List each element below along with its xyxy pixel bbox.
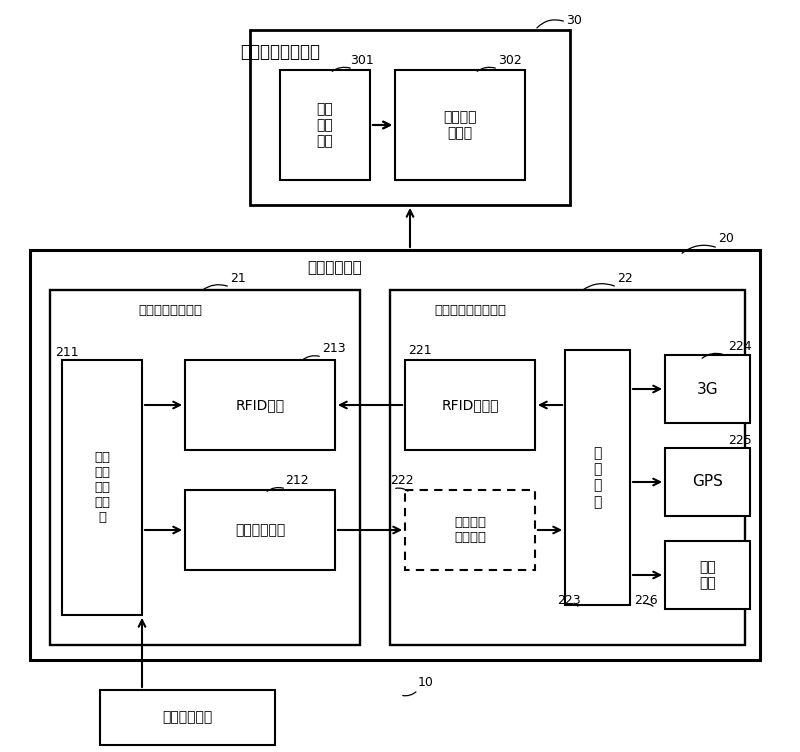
Bar — [50, 290, 360, 645]
Text: 223: 223 — [557, 593, 581, 607]
Bar — [250, 30, 570, 205]
Bar — [62, 360, 142, 615]
Bar — [100, 690, 275, 745]
Text: 20: 20 — [718, 232, 734, 244]
Text: 221: 221 — [408, 344, 432, 356]
Text: RFID标签: RFID标签 — [235, 398, 285, 412]
Text: 上位实时监控平台: 上位实时监控平台 — [240, 43, 320, 61]
Text: 302: 302 — [498, 53, 522, 66]
Text: 3G: 3G — [697, 381, 718, 396]
Text: 22: 22 — [617, 271, 633, 284]
Text: 222: 222 — [390, 474, 414, 487]
Bar — [280, 70, 370, 180]
Text: 无线传输
主控模块: 无线传输 主控模块 — [454, 516, 486, 544]
Bar — [185, 360, 335, 450]
Bar — [405, 360, 535, 450]
Bar — [390, 290, 745, 645]
Text: 服务
器数
据库: 服务 器数 据库 — [317, 102, 334, 148]
Text: 温度
传感
器采
集模
块: 温度 传感 器采 集模 块 — [94, 451, 110, 524]
Text: 225: 225 — [728, 433, 752, 447]
Text: RFID读写器: RFID读写器 — [442, 398, 498, 412]
Text: 温度采集终端: 温度采集终端 — [162, 711, 213, 724]
Text: 211: 211 — [55, 345, 78, 359]
Bar — [665, 355, 750, 423]
Text: 无线传输节点: 无线传输节点 — [235, 523, 285, 537]
Bar — [185, 490, 335, 570]
Text: 微
处
理
器: 微 处 理 器 — [594, 446, 602, 509]
Bar — [665, 448, 750, 516]
Text: 30: 30 — [566, 14, 582, 26]
Text: 智能温度传感标签: 智能温度传感标签 — [138, 304, 202, 317]
Text: 301: 301 — [350, 53, 374, 66]
Text: 监控及报
警界面: 监控及报 警界面 — [443, 110, 477, 140]
Text: 213: 213 — [322, 341, 346, 354]
Text: 报警
模块: 报警 模块 — [699, 560, 716, 590]
Text: 226: 226 — [634, 593, 658, 607]
Text: 224: 224 — [728, 339, 752, 353]
Bar — [405, 490, 535, 570]
Bar — [565, 350, 630, 605]
Text: 21: 21 — [230, 271, 246, 284]
Text: 212: 212 — [285, 474, 309, 487]
Text: 温度监控模块: 温度监控模块 — [308, 260, 362, 275]
Text: 智能温度信息读写器: 智能温度信息读写器 — [434, 304, 506, 317]
Bar — [665, 541, 750, 609]
Text: GPS: GPS — [692, 475, 723, 490]
Text: 10: 10 — [418, 675, 434, 689]
Bar — [395, 70, 525, 180]
Bar — [30, 250, 760, 660]
